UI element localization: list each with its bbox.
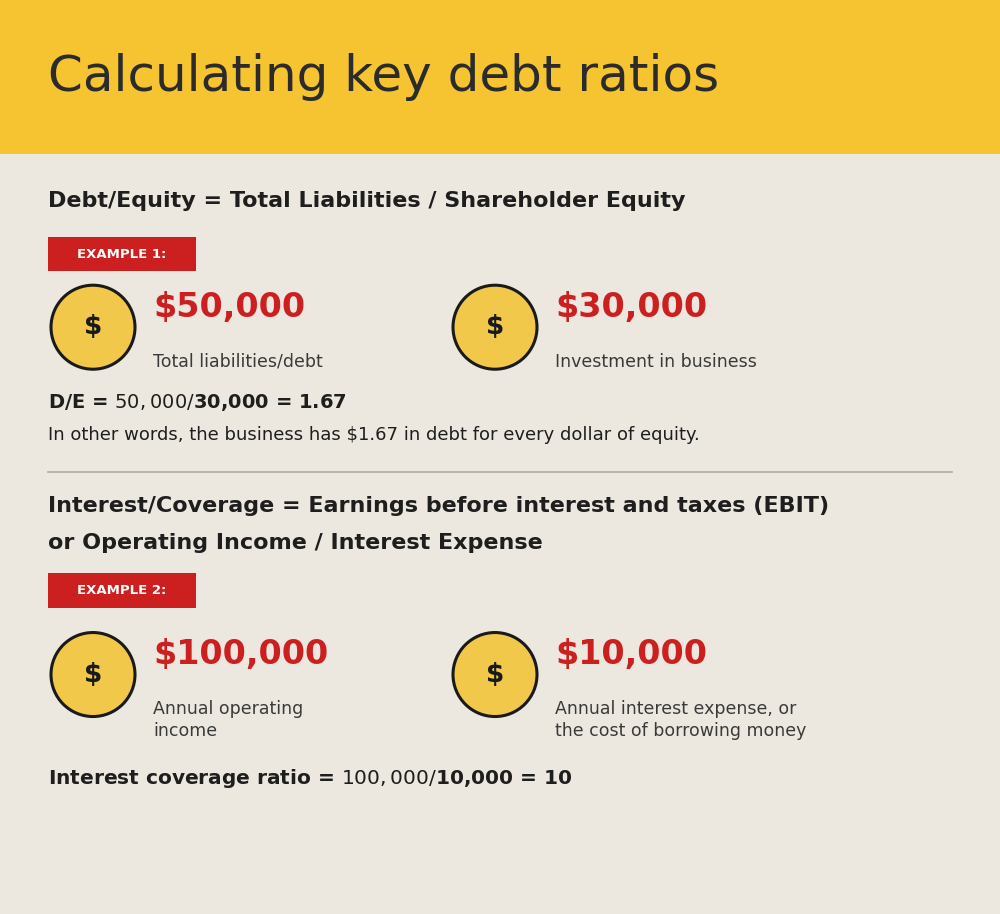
FancyBboxPatch shape bbox=[0, 0, 1000, 154]
Text: $: $ bbox=[84, 662, 102, 687]
Text: $: $ bbox=[486, 662, 504, 687]
Text: In other words, the business has $1.67 in debt for every dollar of equity.: In other words, the business has $1.67 i… bbox=[48, 426, 700, 444]
Text: EXAMPLE 1:: EXAMPLE 1: bbox=[77, 248, 167, 260]
FancyBboxPatch shape bbox=[48, 573, 196, 608]
Text: Total liabilities/debt: Total liabilities/debt bbox=[153, 353, 323, 371]
Text: $: $ bbox=[84, 314, 102, 340]
Text: EXAMPLE 2:: EXAMPLE 2: bbox=[77, 584, 167, 597]
Text: Interest/Coverage = Earnings before interest and taxes (EBIT): Interest/Coverage = Earnings before inte… bbox=[48, 496, 829, 516]
Text: $30,000: $30,000 bbox=[555, 291, 707, 324]
Ellipse shape bbox=[51, 632, 135, 717]
Text: $100,000: $100,000 bbox=[153, 638, 328, 671]
Text: D/E = $50,000 / $30,000 = 1.67: D/E = $50,000 / $30,000 = 1.67 bbox=[48, 392, 347, 412]
Text: $50,000: $50,000 bbox=[153, 291, 305, 324]
Ellipse shape bbox=[51, 285, 135, 369]
Text: Calculating key debt ratios: Calculating key debt ratios bbox=[48, 53, 719, 101]
Text: Annual operating
income: Annual operating income bbox=[153, 700, 303, 740]
FancyBboxPatch shape bbox=[48, 237, 196, 271]
Text: or Operating Income / Interest Expense: or Operating Income / Interest Expense bbox=[48, 533, 543, 553]
Text: $: $ bbox=[486, 314, 504, 340]
Text: Debt/Equity = Total Liabilities / Shareholder Equity: Debt/Equity = Total Liabilities / Shareh… bbox=[48, 191, 686, 211]
Text: $10,000: $10,000 bbox=[555, 638, 707, 671]
Ellipse shape bbox=[453, 632, 537, 717]
Text: Interest coverage ratio = $100,000 / $10,000 = 10: Interest coverage ratio = $100,000 / $10… bbox=[48, 767, 573, 791]
Text: Investment in business: Investment in business bbox=[555, 353, 757, 371]
Text: Annual interest expense, or
the cost of borrowing money: Annual interest expense, or the cost of … bbox=[555, 700, 806, 740]
Ellipse shape bbox=[453, 285, 537, 369]
